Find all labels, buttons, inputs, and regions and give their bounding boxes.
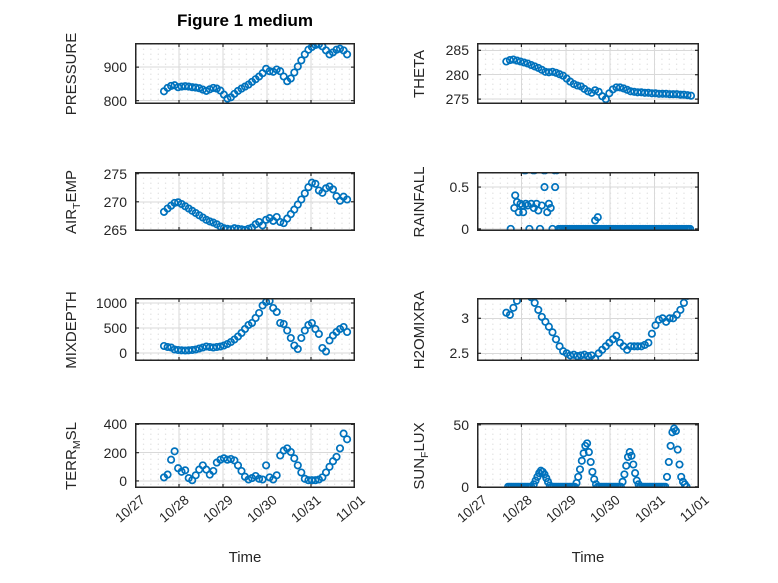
y-tick-label: 800 xyxy=(103,92,127,109)
subplot-h2omixra xyxy=(477,298,699,361)
scatter-series xyxy=(502,55,696,104)
x-tick-label: 10/27 xyxy=(112,492,148,526)
y-tick-label: 285 xyxy=(445,42,469,59)
x-tick-label: 10/31 xyxy=(288,492,324,526)
subplot-pressure xyxy=(135,43,355,104)
y-tick-label: 0 xyxy=(119,472,127,489)
y-axis-label: SUNFLUX xyxy=(411,421,431,490)
scatter-series xyxy=(159,429,352,485)
x-tick-label: 10/28 xyxy=(156,492,192,526)
subplot-sun_flux xyxy=(477,423,699,488)
y-tick-label: 0 xyxy=(461,478,469,495)
y-tick-label: 400 xyxy=(103,416,127,433)
x-axis-label-right: Time xyxy=(571,549,605,566)
y-tick-label: 275 xyxy=(103,165,127,182)
x-tick-label: 10/27 xyxy=(454,492,490,526)
x-tick-label: 10/29 xyxy=(543,492,579,526)
subplot-mixdepth xyxy=(135,298,355,361)
y-tick-label: 900 xyxy=(103,59,127,76)
y-tick-label: 280 xyxy=(445,66,469,83)
y-tick-label: 275 xyxy=(445,91,469,108)
x-tick-label: 10/30 xyxy=(244,492,280,526)
figure-title: Figure 1 medium xyxy=(176,11,314,30)
y-tick-label: 0 xyxy=(119,345,127,361)
x-tick-label: 10/29 xyxy=(200,492,236,526)
x-tick-label: 11/01 xyxy=(333,492,368,525)
x-tick-label: 10/30 xyxy=(587,492,624,526)
y-tick-label: 3 xyxy=(461,310,469,327)
subplot-theta xyxy=(477,43,699,104)
y-tick-label: 1000 xyxy=(95,295,127,311)
x-tick-label: 10/31 xyxy=(632,492,668,526)
subplot-air_temp xyxy=(135,172,355,231)
y-tick-label: 50 xyxy=(453,416,469,433)
y-tick-label: 270 xyxy=(103,193,127,210)
y-tick-label: 2.5 xyxy=(449,345,469,362)
scatter-series xyxy=(159,43,352,103)
y-tick-label: 200 xyxy=(103,444,127,461)
scatter-series xyxy=(159,178,352,231)
x-tick-label: 10/28 xyxy=(498,492,535,526)
y-tick-label: 0.5 xyxy=(449,179,469,196)
y-tick-label: 500 xyxy=(103,320,127,336)
y-tick-label: 265 xyxy=(103,221,127,238)
subplot-terr_msl xyxy=(135,423,355,488)
x-tick-label: 11/01 xyxy=(677,492,712,525)
subplot-rainfall xyxy=(477,172,699,231)
y-axis-label: TERRMSL xyxy=(63,421,83,490)
y-tick-label: 0 xyxy=(461,220,469,237)
scatter-series xyxy=(502,298,691,361)
x-axis-label-left: Time xyxy=(228,549,262,566)
scatter-series xyxy=(159,298,352,356)
